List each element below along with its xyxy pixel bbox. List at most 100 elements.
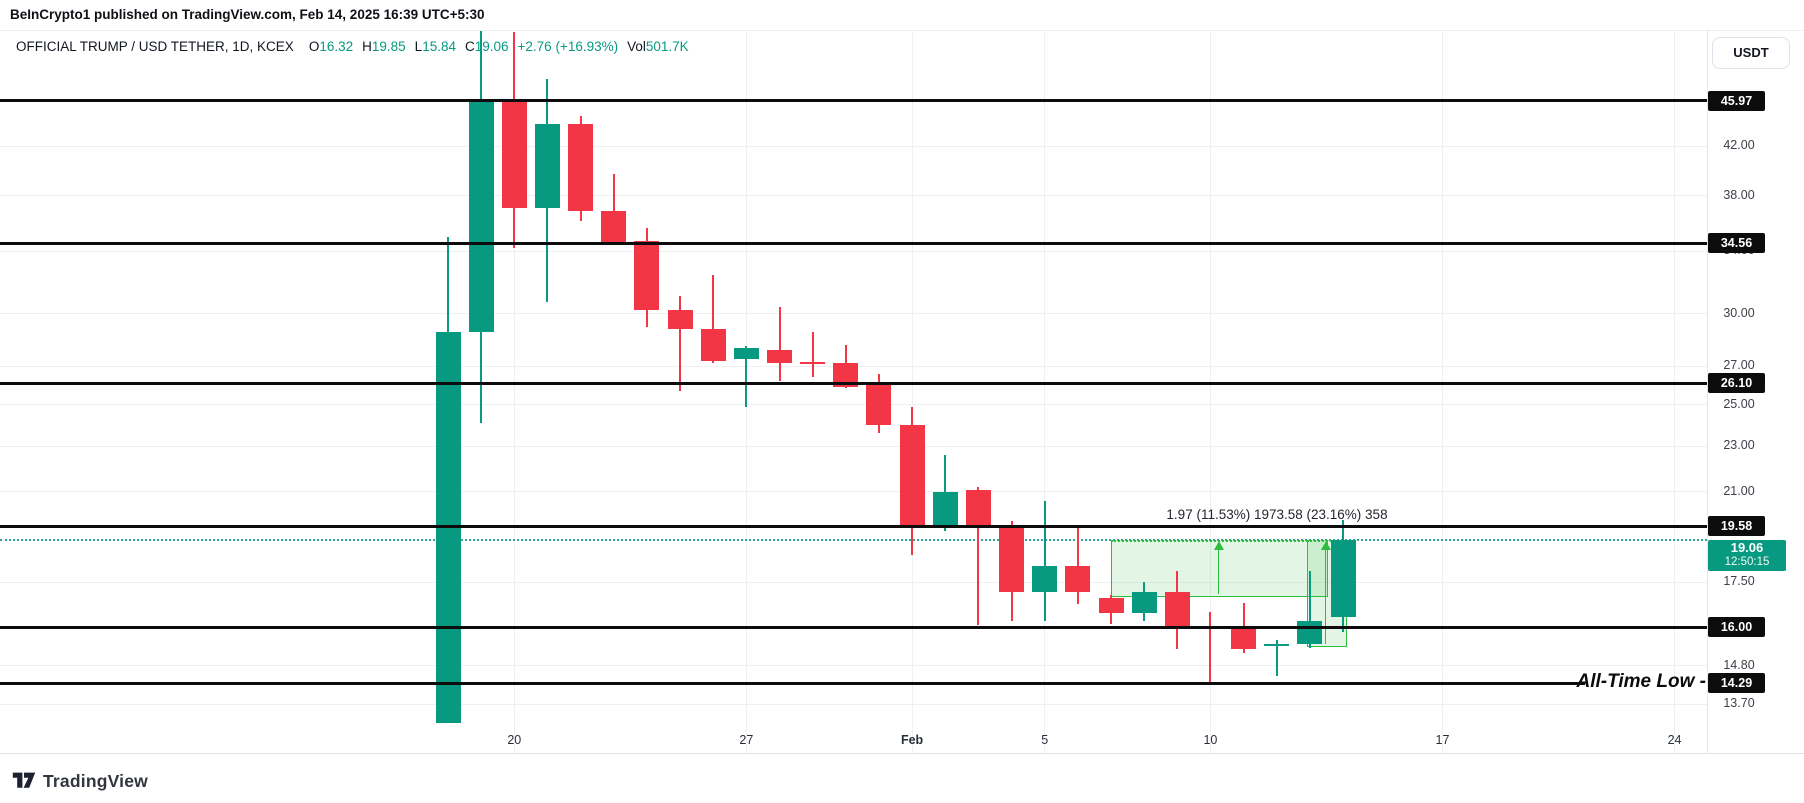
price-level-line[interactable] [0,524,1707,528]
change-value: +2.76 (+16.93%) [517,39,619,54]
ohlc-field-value: 19.06 [474,39,509,54]
candle-body [568,123,594,211]
candle-body [1297,620,1323,645]
ohlc-field-label: O [308,39,320,54]
candle-wick [712,275,715,363]
symbol-header[interactable]: OFFICIAL TRUMP / USD TETHER, 1D, KCEX O16… [16,39,689,54]
time-axis-label: 24 [1667,733,1682,747]
v-gridline [911,30,913,753]
candle-body [733,348,759,359]
candle-body [1231,628,1257,650]
h-gridline [0,665,1707,667]
candle-wick [679,295,682,391]
ohlc-field-value: 15.84 [422,39,456,54]
candle-wick [745,346,748,407]
v-gridline [1674,30,1676,753]
price-axis-label: 23.00 [1723,438,1755,453]
candle-wick [1043,501,1046,621]
candle-body [700,328,726,361]
candle-body [1032,565,1058,593]
h-gridline [0,250,1707,252]
candle-body [932,491,958,525]
tradingview-logo-icon [12,768,36,795]
v-gridline [1442,30,1443,753]
candle-body [1164,592,1190,628]
candle-wick [977,486,980,626]
candle-body [501,99,527,208]
price-axis-label: 21.00 [1723,483,1755,498]
price-level-line[interactable] [0,241,1707,245]
price-axis-label: 30.00 [1723,305,1755,320]
all-time-low-label[interactable]: All-Time Low - [1576,671,1706,692]
tradingview-logo-text: TradingView [43,771,148,791]
h-gridline [0,313,1707,315]
price-level-line[interactable] [0,99,1707,103]
candle-wick [778,307,781,382]
candle-body [667,310,693,329]
price-range-measure-label[interactable]: 1.97 (11.53%) 1973.58 (23.16%) 358 [1166,507,1388,522]
ohlc-values: O16.32 H19.85 L15.84 C19.06 [300,39,509,54]
price-axis-border [1707,30,1708,753]
price-range-box[interactable] [1111,539,1329,598]
arrow-up-icon [1320,540,1331,550]
price-axis-label: 14.80 [1723,657,1755,672]
price-axis-label: 42.00 [1723,138,1755,152]
v-gridline [1044,30,1046,753]
candle-body [1065,565,1091,593]
h-gridline [0,404,1707,406]
attribution-text: BeInCrypto1 published on TradingView.com… [10,7,485,22]
candle-body [833,363,859,387]
current-price-badge: 19.06 12:50:15 [1708,540,1786,571]
h-gridline [0,491,1707,492]
ohlc-field-value: 19.85 [371,39,406,54]
pane-top-border [0,30,1804,31]
current-price-value: 19.06 [1730,540,1764,555]
symbol-title[interactable]: OFFICIAL TRUMP / USD TETHER, 1D, KCEX [16,39,294,54]
candle-body [866,385,892,425]
candle-body [1264,644,1290,647]
candle-body [999,525,1025,593]
h-gridline [0,581,1707,583]
current-price-line [0,538,1707,541]
candle-wick [1275,639,1278,677]
candle-body [965,490,991,526]
volume-label: Vol [627,39,646,54]
candle-body [634,241,660,311]
time-axis-separator [0,753,1804,754]
price-range-arrow [1217,547,1220,595]
price-level-line[interactable] [0,381,1707,385]
time-axis-label: 17 [1435,733,1450,747]
price-level-badge: 34.56 [1708,233,1765,254]
arrow-up-icon [1213,540,1224,550]
ohlc-field-label: L [414,39,423,54]
candle-wick [1308,571,1311,648]
candle-body [601,210,627,245]
h-gridline [0,195,1707,197]
price-level-badge: 26.10 [1708,373,1765,394]
price-axis-label: 27.00 [1723,358,1755,373]
currency-toggle-button[interactable]: USDT [1712,37,1790,69]
h-gridline [0,703,1707,705]
price-level-badge: 45.97 [1708,90,1765,111]
tradingview-logo[interactable]: TradingView [12,768,148,795]
price-range-arrow [1324,547,1327,644]
bar-countdown: 12:50:15 [1724,556,1770,568]
v-gridline [1209,30,1211,753]
time-axis-label: 5 [1041,733,1049,747]
volume-value: 501.7K [645,39,689,54]
ohlc-field-label: C [464,39,475,54]
candle-wick [811,332,814,378]
ohlc-field-label: H [362,39,372,54]
ohlc-field-value: 16.32 [319,39,354,54]
h-gridline [0,145,1707,147]
time-axis-label: 27 [739,733,754,747]
candle-body [899,424,925,525]
candle-body [1098,598,1124,614]
price-axis-label: 38.00 [1723,187,1755,202]
candle-body [468,99,494,333]
price-level-line[interactable] [0,681,1585,685]
price-level-badge: 19.58 [1708,516,1765,537]
time-axis-label: 20 [507,733,522,747]
candle-body [767,349,792,363]
price-level-line[interactable] [0,625,1707,629]
